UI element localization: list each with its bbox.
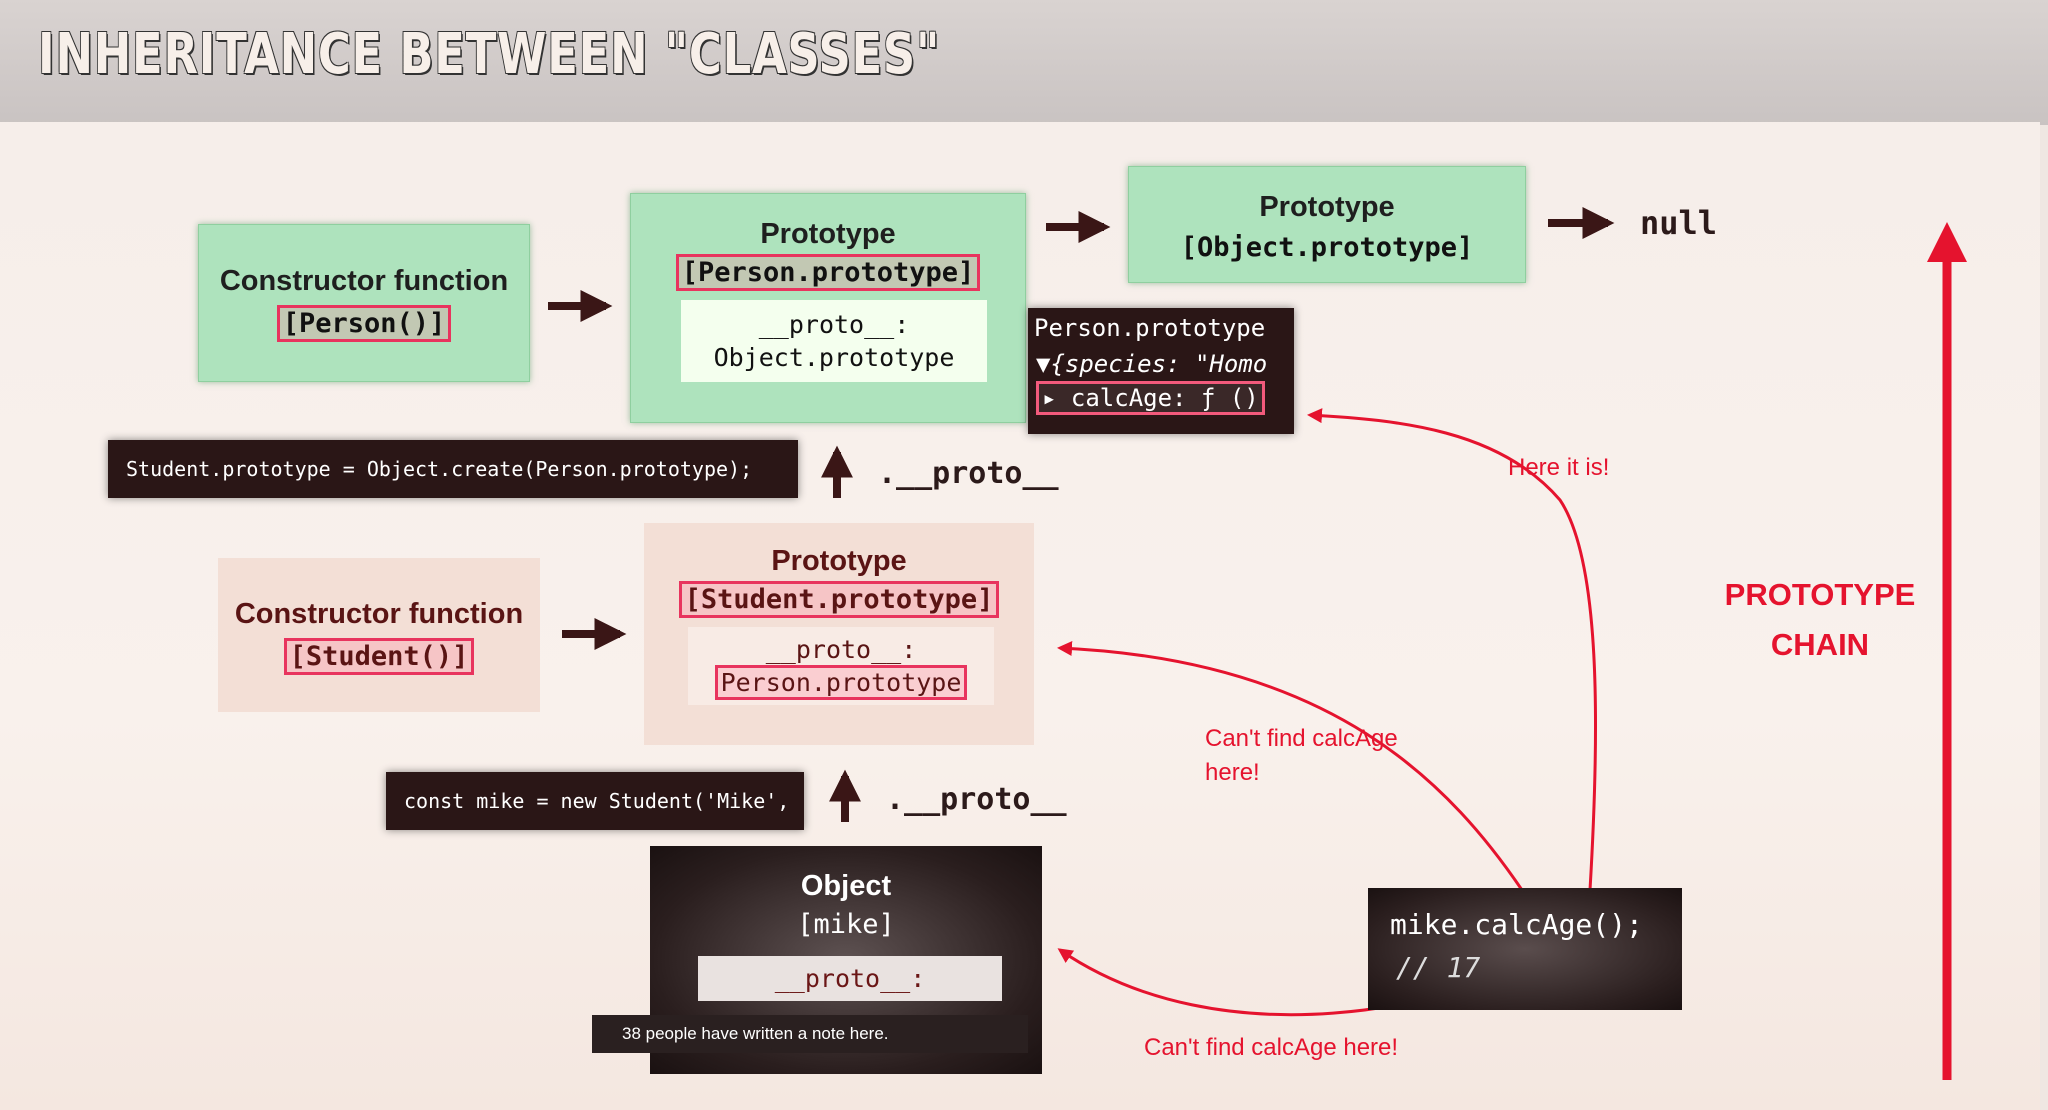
- console-panel: Person.prototype ▼{species: "Homo ▸ calc…: [1028, 308, 1294, 434]
- person-constructor-box: Constructor function [Person()]: [198, 224, 530, 382]
- mike-creation-code: const mike = new Student('Mike',: [386, 772, 804, 830]
- person-prototype-name: [Person.prototype]: [675, 254, 981, 291]
- prototype-heading: Prototype: [760, 218, 896, 250]
- method-call-code: mike.calcAge();: [1390, 908, 1643, 941]
- constructor-heading: Constructor function: [234, 598, 524, 630]
- student-prototype-box: Prototype [Student.prototype] __proto__:…: [644, 523, 1034, 745]
- notes-banner[interactable]: 38 people have written a note here.: [592, 1015, 1028, 1053]
- prototype-chain-arrow: [1927, 222, 1967, 1080]
- slide-header: INHERITANCE BETWEEN "CLASSES": [0, 0, 2048, 125]
- annotation-not-found-mike: Can't find calcAge here!: [1144, 1034, 1399, 1061]
- student-prototype-code: Student.prototype = Object.create(Person…: [108, 440, 798, 498]
- person-prototype-box: Prototype [Person.prototype] __proto__: …: [630, 193, 1026, 423]
- console-line-species[interactable]: ▼{species: "Homo: [1036, 350, 1268, 378]
- student-prototype-name: [Student.prototype]: [678, 581, 1000, 618]
- null-label: null: [1640, 204, 1718, 242]
- method-call-box: mike.calcAge(); // 17: [1368, 888, 1682, 1010]
- object-heading: Object: [800, 870, 892, 902]
- proto-link-box: __proto__:: [698, 956, 1002, 1001]
- mike-object-name: [mike]: [797, 909, 895, 940]
- proto-key: __proto__:: [765, 635, 917, 664]
- annotation-found: Here it is!: [1508, 454, 1610, 481]
- lookup-curve-found: [1307, 408, 1598, 891]
- object-prototype-box: Prototype [Object.prototype]: [1128, 166, 1526, 283]
- prototype-heading: Prototype: [1259, 191, 1395, 223]
- annotation-not-found-student: Can't find calcAge here!: [1205, 725, 1398, 786]
- prototype-chain-label: PROTOTYPE CHAIN: [1724, 577, 1916, 662]
- proto-link-label: .__proto__: [886, 782, 1067, 817]
- student-constructor-name: [Student()]: [283, 638, 475, 675]
- proto-link-box: __proto__: Person.prototype: [688, 627, 994, 705]
- proto-value: Person.prototype: [714, 665, 968, 700]
- prototype-heading: Prototype: [771, 545, 907, 577]
- object-prototype-name: [Object.prototype]: [1180, 232, 1474, 263]
- proto-key: __proto__:: [774, 964, 926, 993]
- person-constructor-name: [Person()]: [276, 305, 452, 342]
- proto-value: Object.prototype: [713, 343, 955, 372]
- slide-title: INHERITANCE BETWEEN "CLASSES": [38, 22, 941, 87]
- constructor-heading: Constructor function: [219, 265, 509, 297]
- console-line-calcage[interactable]: ▸ calcAge: ƒ (): [1036, 381, 1265, 415]
- proto-key: __proto__:: [758, 310, 910, 339]
- proto-link-box: __proto__: Object.prototype: [681, 300, 987, 382]
- proto-link-label: .__proto__: [878, 456, 1059, 491]
- lookup-curve-student: [1057, 641, 1532, 903]
- student-constructor-box: Constructor function [Student()]: [218, 558, 540, 712]
- console-line-object: Person.prototype: [1034, 314, 1266, 342]
- method-call-result: // 17: [1396, 951, 1481, 984]
